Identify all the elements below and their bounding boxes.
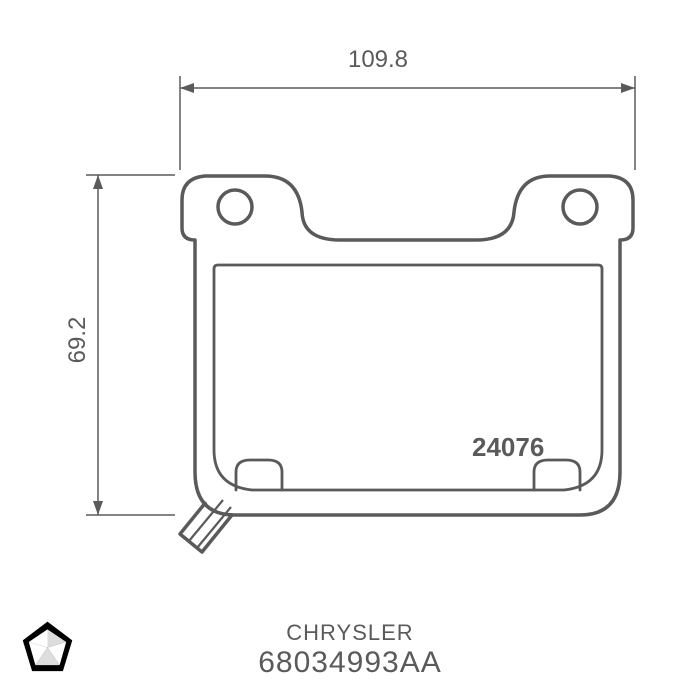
part-code-label: 24076	[472, 432, 544, 463]
brake-pad-shape	[182, 176, 633, 515]
width-dimension	[180, 76, 635, 170]
chrysler-pentastar-logo-icon	[20, 620, 75, 675]
diagram-svg	[40, 40, 660, 580]
footer-bar: CHRYSLER 68034993AA	[0, 600, 700, 700]
height-dimension	[86, 175, 175, 515]
width-dim-label: 109.8	[342, 46, 414, 74]
part-number: 68034993AA	[258, 646, 442, 680]
brand-text-block: CHRYSLER 68034993AA	[258, 620, 442, 680]
wear-sensor-tab	[180, 500, 232, 552]
brand-name: CHRYSLER	[258, 620, 442, 646]
diagram-canvas: 109.8 69.2 24076	[40, 40, 660, 580]
height-dim-label: 69.2	[64, 311, 92, 370]
